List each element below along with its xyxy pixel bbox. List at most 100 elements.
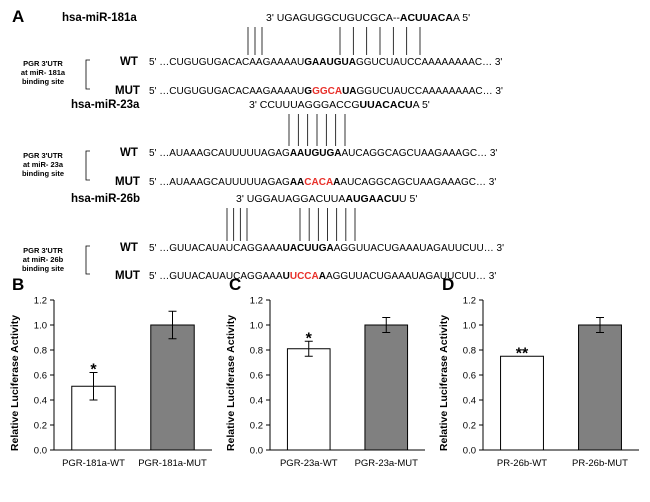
mut-label: MUT — [115, 85, 140, 97]
wt-sequence-segment: GGUCUAUCCAAAAAAAAC… 3' — [356, 57, 502, 68]
binding-site-label-line: binding site — [22, 169, 64, 178]
mut-sequence-segment: CACA — [304, 177, 333, 188]
alignment-block: hsa-miR-181a 3' UGAGUGGCUGUCGCA--ACUUACAA… — [21, 12, 503, 97]
y-tick-label: 0.4 — [34, 396, 47, 407]
mirna-sequence: 3' CCUUUAGGGACCGUUACACUA 5' — [249, 99, 430, 111]
y-tick-label: 1.0 — [463, 321, 476, 332]
panel-a-label: A — [12, 7, 24, 26]
bar — [286, 348, 331, 451]
category-label: PR-26b-WT — [497, 458, 547, 469]
wt-label: WT — [120, 242, 138, 254]
binding-site-label-line: binding site — [22, 264, 64, 273]
wt-label: WT — [120, 56, 138, 68]
mut-label: MUT — [115, 270, 140, 282]
category-label: PGR-181a-MUT — [138, 458, 207, 469]
mirna-sequence-segment: 3' UGAGUGGCUGUCGCA — [266, 12, 393, 24]
wt-sequence-segment: 5' …AUAAAGCAUUUUUAGAG — [149, 148, 290, 159]
mirna-sequence-segment: U 5' — [399, 193, 417, 205]
bar — [364, 324, 409, 451]
mut-sequence-segment: GGCA — [312, 86, 342, 97]
mirna-sequence-segment: A 5' — [453, 12, 470, 24]
mirna-sequence-segment: 3' UGGAUAGGACUUA — [236, 193, 345, 205]
significance-marker: ** — [516, 345, 529, 362]
y-tick-label: 1.0 — [250, 321, 263, 332]
mut-sequence-segment: AUCAGGCAGCUAAGAAAGC… 3' — [340, 177, 496, 188]
mut-sequence-segment: UA — [342, 86, 356, 97]
wt-sequence-segment: AGGUUACUGAAAUAGAUUCUU… 3' — [334, 243, 504, 254]
category-label: PGR-23a-MUT — [355, 458, 419, 469]
mirna-sequence-segment: -- — [393, 12, 400, 24]
y-tick-label: 1.2 — [250, 296, 263, 307]
bar-chart: B 0.0 0.2 0.4 0.6 0.8 1.0 1.2 Relative Luciferas… — [9, 275, 212, 469]
mirna-name: hsa-miR-181a — [62, 12, 137, 24]
wt-sequence-segment: UACUUGA — [283, 243, 334, 254]
mirna-sequence-segment: ACUUACA — [400, 12, 453, 24]
y-tick-label: 0.2 — [250, 421, 263, 432]
y-axis-label: Relative Luciferase Activity — [438, 315, 450, 451]
mirna-name: hsa-miR-26b — [71, 193, 140, 205]
mut-sequence-segment: A — [319, 271, 326, 282]
y-tick-label: 0.2 — [34, 421, 47, 432]
category-label: PGR-181a-WT — [62, 458, 125, 469]
mirna-sequence-segment: UUACACU — [360, 99, 413, 111]
mut-sequence-segment: GGUCUAUCCAAAAAAAAC… 3' — [357, 86, 503, 97]
wt-sequence-segment: GAAUGUA — [304, 57, 356, 68]
wt-sequence-segment: AUCAGGCAGCUAAGAAAGC… 3' — [342, 148, 498, 159]
y-tick-label: 1.0 — [34, 321, 47, 332]
binding-site-label-line: binding site — [22, 77, 64, 86]
mirna-sequence-segment: 3' CCUUUAGGGACCG — [249, 99, 360, 111]
mut-sequence: 5' …AUAAAGCAUUUUUAGAGAACACAAAUCAGGCAGCUA… — [149, 177, 496, 188]
y-tick-label: 0.6 — [34, 371, 47, 382]
bracket — [85, 150, 90, 181]
alignment-block: hsa-miR-23a 3' CCUUUAGGGACCGUUACACUA 5' PG… — [22, 99, 497, 188]
panel-label: C — [229, 275, 241, 294]
panel-a-sequences: hsa-miR-181a 3' UGAGUGGCUGUCGCA--ACUUACAA… — [21, 12, 504, 282]
y-tick-label: 0.0 — [463, 446, 476, 457]
mirna-sequence: 3' UGGAUAGGACUUAAUGAACUU 5' — [236, 193, 417, 205]
y-axis-label: Relative Luciferase Activity — [9, 315, 21, 451]
binding-site-label-line: at miR- 181a — [21, 68, 66, 77]
significance-marker: * — [306, 330, 313, 347]
wt-label: WT — [120, 147, 138, 159]
wt-sequence: 5' …AUAAAGCAUUUUUAGAGAAUGUGAAUCAGGCAGCUA… — [149, 148, 497, 159]
mut-label: MUT — [115, 176, 140, 188]
mut-sequence: 5' …GUUACAUAUCAGGAAAUUCCAAAGGUUACUGAAAUA… — [149, 271, 496, 282]
y-tick-label: 0.6 — [250, 371, 263, 382]
significance-marker: * — [90, 362, 97, 379]
binding-site-label-line: PGR 3'UTR — [23, 246, 63, 255]
binding-site-label: PGR 3'UTR at miR- 26b binding site — [22, 246, 64, 273]
y-tick-label: 0.0 — [34, 446, 47, 457]
y-tick-label: 1.2 — [34, 296, 47, 307]
alignment-block: hsa-miR-26b 3' UGGAUAGGACUUAAUGAACUU 5' PG… — [22, 193, 504, 282]
binding-site-label-line: PGR 3'UTR — [23, 151, 63, 160]
y-tick-label: 0.4 — [250, 396, 263, 407]
mut-sequence-segment: UCCA — [290, 271, 319, 282]
category-label: PR-26b-MUT — [572, 458, 628, 469]
bracket — [85, 245, 90, 275]
y-tick-label: 0.0 — [250, 446, 263, 457]
mut-sequence-segment: AA — [290, 177, 304, 188]
y-tick-label: 0.8 — [463, 346, 476, 357]
mut-sequence: 5' …CUGUGUGACACAAGAAAAUGGGCAUAGGUCUAUCCA… — [149, 86, 503, 97]
y-tick-label: 0.6 — [463, 371, 476, 382]
bracket — [85, 59, 90, 90]
y-tick-label: 0.4 — [463, 396, 476, 407]
mut-sequence-segment: A — [333, 177, 340, 188]
panel-label: D — [442, 275, 454, 294]
bar-chart: D 0.0 0.2 0.4 0.6 0.8 1.0 1.2 Relative Luciferas… — [438, 275, 639, 469]
mirna-sequence-segment: A 5' — [413, 99, 430, 111]
binding-site-label-line: at miR- 26b — [23, 255, 64, 264]
mut-sequence-segment: AGGUUACUGAAAUAGAUUCUU… 3' — [326, 271, 496, 282]
mut-sequence-segment: U — [283, 271, 290, 282]
mut-sequence-segment: 5' …GUUACAUAUCAGGAAA — [149, 271, 283, 282]
bar — [578, 324, 622, 451]
wt-sequence-segment: 5' …GUUACAUAUCAGGAAA — [149, 243, 283, 254]
binding-site-label-line: PGR 3'UTR — [23, 59, 63, 68]
y-tick-label: 0.2 — [463, 421, 476, 432]
y-tick-label: 1.2 — [463, 296, 476, 307]
mirna-sequence-segment: AUGAACU — [345, 193, 399, 205]
mirna-name: hsa-miR-23a — [71, 99, 140, 111]
binding-site-label: PGR 3'UTR at miR- 181a binding site — [21, 59, 66, 86]
mirna-sequence: 3' UGAGUGGCUGUCGCA--ACUUACAA 5' — [266, 12, 470, 24]
y-axis-label: Relative Luciferase Activity — [225, 315, 237, 451]
